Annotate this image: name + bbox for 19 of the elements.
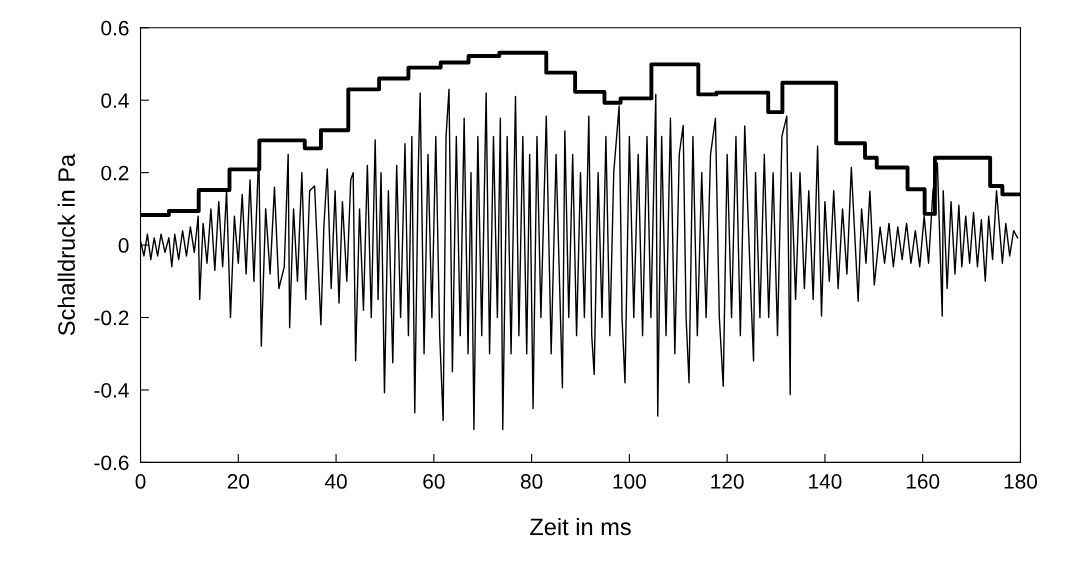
x-tick-label: 140 xyxy=(809,474,842,489)
y-axis-title: Schalldruck in Pa xyxy=(57,153,75,336)
x-tick-label: 160 xyxy=(906,474,940,489)
x-tick-label: 100 xyxy=(613,474,646,489)
x-axis-title: Zeit in ms xyxy=(530,517,631,536)
y-tick-label: 0 xyxy=(118,238,129,253)
x-tick-label: 180 xyxy=(1004,474,1038,489)
x-tick-label: 120 xyxy=(711,474,744,489)
y-tick-label: -0.4 xyxy=(94,382,129,398)
x-tick-label: 40 xyxy=(324,474,347,489)
x-tick-label: 0 xyxy=(135,474,146,489)
y-tick-label: 0.2 xyxy=(101,165,129,181)
y-tick-label: -0.2 xyxy=(94,310,129,326)
x-tick-label: 80 xyxy=(520,474,543,489)
y-tick-label: 0.4 xyxy=(101,93,129,108)
x-tick-label: 60 xyxy=(423,474,445,489)
x-tick-label: 20 xyxy=(227,474,250,489)
y-tick-label: -0.6 xyxy=(94,455,129,471)
y-tick-label: 0.6 xyxy=(101,20,129,36)
